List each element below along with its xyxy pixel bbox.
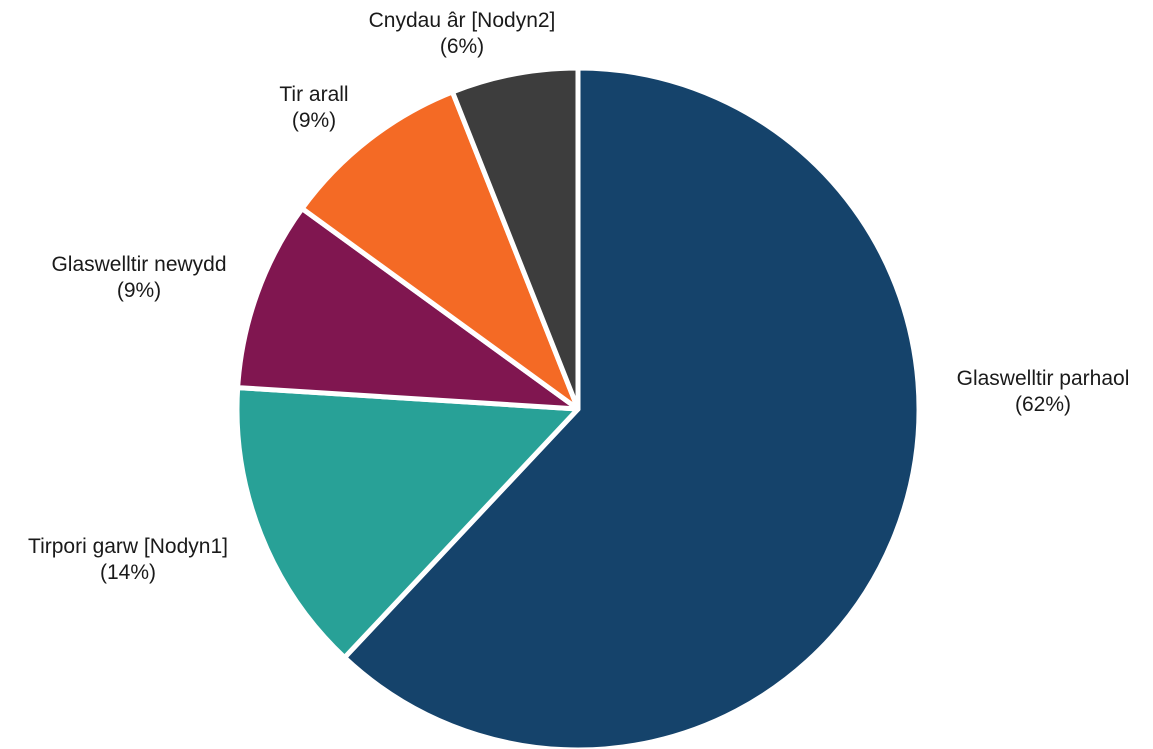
slice-label-name-cnydau-r-nodyn2: Cnydau âr [Nodyn2] — [369, 9, 556, 32]
slice-label-percent-tir-arall: (9%) — [292, 109, 336, 132]
pie-slice-glaswelltir-parhaol — [342, 65, 922, 749]
slice-label-name-glaswelltir-parhaol: Glaswelltir parhaol — [957, 367, 1130, 390]
pie-slices — [234, 65, 922, 749]
slice-label-name-glaswelltir-newydd: Glaswelltir newydd — [51, 253, 226, 276]
pie-slice-tir-arall — [299, 89, 581, 412]
slice-label-percent-cnydau-r-nodyn2: (6%) — [440, 35, 484, 58]
slice-label-name-tirpori-garw-nodyn1: Tirpori garw [Nodyn1] — [28, 535, 228, 558]
pie-labels: Glaswelltir parhaol (62%) Tirpori garw [No… — [28, 9, 1129, 584]
pie-slice-tirpori-garw-nodyn1 — [234, 385, 581, 661]
slice-label-percent-glaswelltir-newydd: (9%) — [117, 279, 161, 302]
pie-slice-glaswelltir-newydd — [235, 206, 581, 412]
slice-label-name-tir-arall: Tir arall — [279, 83, 348, 106]
slice-label-percent-tirpori-garw-nodyn1: (14%) — [100, 561, 156, 584]
slice-label-percent-glaswelltir-parhaol: (62%) — [1015, 393, 1071, 416]
pie-slice-cnydau-r-nodyn2 — [449, 65, 581, 412]
